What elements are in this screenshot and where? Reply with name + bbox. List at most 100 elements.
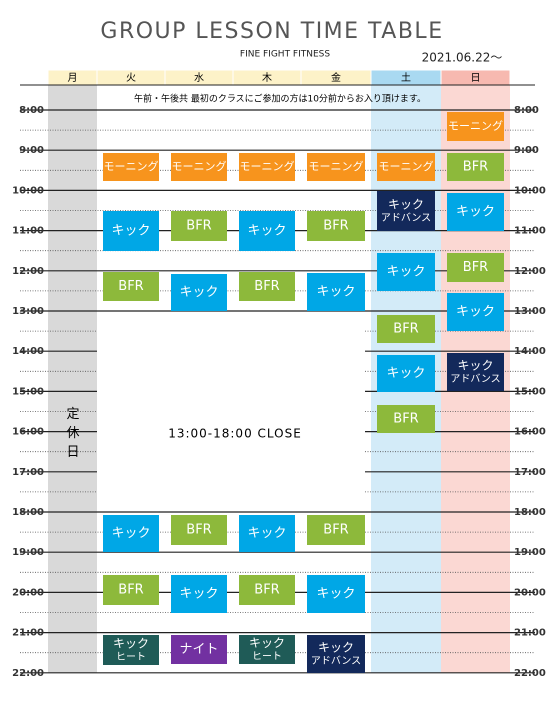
- lesson-label: ナイト: [179, 642, 218, 657]
- lesson-label: BFR: [254, 583, 279, 598]
- lesson-label: モーニング: [448, 119, 503, 133]
- lesson-label: ヒート: [252, 651, 282, 663]
- close-area: [97, 313, 365, 510]
- subtitle: FINE FIGHT FITNESS: [240, 50, 331, 60]
- lesson: [171, 211, 227, 241]
- lesson-label: キック: [111, 224, 150, 239]
- time-label: 19:00: [514, 547, 546, 558]
- lesson-label: アドバンス: [311, 655, 361, 667]
- title: GROUP LESSON TIME TABLE: [100, 19, 443, 44]
- day-label: 火: [126, 72, 136, 84]
- lesson: [103, 272, 159, 301]
- lesson-label: キック: [179, 587, 218, 602]
- time-label: 12:00: [514, 266, 546, 277]
- lesson-label: キック: [111, 526, 150, 541]
- lesson-label: キック: [113, 637, 149, 651]
- lesson-label: キック: [316, 285, 355, 300]
- closed-day: 定休日: [64, 407, 80, 464]
- lesson-label: キック: [316, 587, 355, 602]
- lesson-label: BFR: [323, 219, 348, 234]
- day-label: 木: [262, 72, 272, 84]
- time-label: 12:00: [12, 266, 44, 277]
- time-label: 15:00: [12, 386, 44, 397]
- lesson: [447, 293, 504, 331]
- close-notice: 13:00-18:00 CLOSE: [168, 427, 302, 441]
- lesson-label: モーニング: [240, 159, 295, 173]
- lesson: [377, 355, 435, 392]
- lesson: [171, 515, 227, 545]
- lesson-label: ヒート: [116, 651, 146, 663]
- lesson: [447, 353, 504, 391]
- time-label: 20:00: [514, 587, 546, 598]
- time-label: 22:00: [514, 668, 546, 679]
- lesson-label: BFR: [186, 219, 211, 234]
- lesson-label: BFR: [393, 322, 418, 337]
- time-label: 19:00: [12, 547, 44, 558]
- lesson-label: キック: [386, 366, 425, 381]
- lesson: [239, 211, 295, 251]
- day-label: 日: [471, 73, 481, 84]
- lesson: [307, 211, 365, 241]
- lesson: [377, 153, 435, 181]
- lesson: [239, 272, 295, 301]
- lesson: [307, 515, 365, 545]
- lesson-label: BFR: [254, 279, 279, 294]
- lesson: [171, 153, 227, 181]
- lesson: [377, 253, 435, 291]
- lesson-label: キック: [247, 526, 286, 541]
- closed-column: [48, 85, 97, 673]
- lesson: [171, 575, 227, 613]
- lesson: [447, 193, 504, 231]
- lesson-label: BFR: [463, 260, 488, 275]
- notice: 午前・午後共 最初のクラスにご参加の方は10分前からお入り頂けます。: [134, 93, 426, 105]
- lesson: [103, 575, 159, 605]
- day-label: 月: [68, 72, 78, 84]
- lesson-label: モーニング: [309, 159, 364, 173]
- lesson-label: BFR: [118, 279, 143, 294]
- time-label: 14:00: [514, 346, 546, 357]
- lesson: [239, 635, 295, 664]
- lesson-label: BFR: [118, 583, 143, 598]
- lesson-label: BFR: [463, 160, 488, 175]
- lesson-label: キック: [457, 359, 493, 373]
- time-label: 18:00: [514, 507, 546, 518]
- lesson-label: キック: [456, 305, 495, 320]
- lesson: [447, 153, 504, 181]
- time-label: 17:00: [12, 467, 44, 478]
- time-label: 8:00: [514, 105, 539, 116]
- day-label: 金: [331, 71, 341, 84]
- lesson: [377, 191, 435, 231]
- time-label: 18:00: [12, 507, 44, 518]
- lesson-label: キック: [318, 641, 354, 655]
- time-label: 21:00: [12, 628, 44, 639]
- lesson-label: BFR: [393, 412, 418, 427]
- time-label: 16:00: [12, 427, 44, 438]
- lesson: [103, 153, 159, 181]
- lesson: [447, 253, 504, 282]
- time-label: 11:00: [12, 226, 44, 237]
- time-label: 22:00: [12, 668, 44, 679]
- notice-bg: [97, 88, 371, 108]
- time-label: 17:00: [514, 467, 546, 478]
- lesson-label: キック: [249, 636, 285, 650]
- time-label: 9:00: [514, 145, 539, 156]
- time-label: 20:00: [12, 587, 44, 598]
- lesson: [447, 112, 504, 141]
- lesson-label: モーニング: [172, 159, 227, 173]
- lesson: [103, 635, 159, 665]
- lesson: [307, 153, 365, 181]
- time-label: 8:00: [19, 105, 44, 116]
- day-label: 水: [194, 72, 204, 84]
- lesson-label: アドバンス: [450, 373, 500, 385]
- lesson-label: キック: [386, 265, 425, 280]
- lesson: [239, 575, 295, 605]
- lesson-label: モーニング: [104, 159, 159, 173]
- lesson: [307, 575, 365, 613]
- lesson: [103, 211, 159, 251]
- lesson-label: アドバンス: [381, 212, 431, 224]
- time-label: 16:00: [514, 427, 546, 438]
- lesson: [307, 273, 365, 311]
- lesson: [171, 635, 227, 664]
- lesson: [239, 153, 295, 181]
